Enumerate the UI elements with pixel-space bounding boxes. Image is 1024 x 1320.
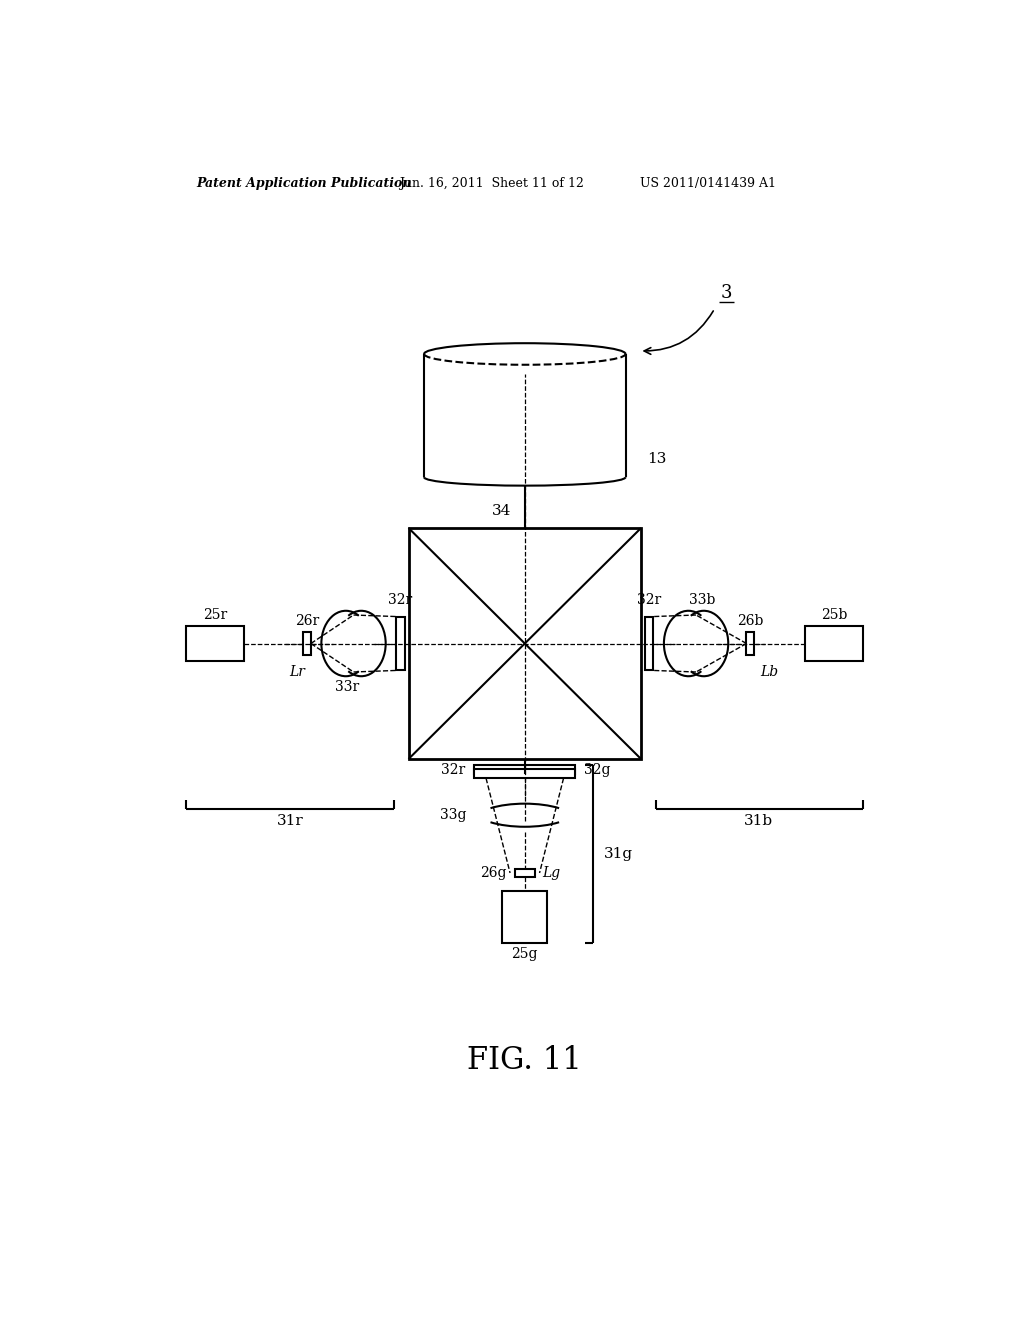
Text: 32r: 32r — [388, 593, 412, 607]
Bar — [645, 616, 653, 671]
Text: 31g: 31g — [604, 847, 633, 862]
Bar — [186, 626, 245, 661]
Text: 26b: 26b — [737, 614, 764, 628]
Text: 32r: 32r — [637, 593, 660, 607]
Bar — [396, 616, 404, 671]
Bar — [474, 770, 575, 779]
Text: 33g: 33g — [440, 808, 467, 822]
Text: FIG. 11: FIG. 11 — [467, 1045, 583, 1076]
Text: 33r: 33r — [335, 680, 359, 694]
Text: 3: 3 — [721, 284, 732, 302]
Bar — [303, 632, 311, 655]
Text: 26r: 26r — [295, 614, 319, 628]
Bar — [746, 632, 755, 655]
Text: 25g: 25g — [512, 946, 538, 961]
Text: Lg: Lg — [543, 866, 561, 880]
Text: 26g: 26g — [480, 866, 507, 880]
Text: 13: 13 — [647, 451, 667, 466]
Text: Lb: Lb — [761, 665, 778, 678]
Bar — [409, 528, 641, 759]
Text: 34: 34 — [492, 504, 511, 517]
Bar — [503, 891, 547, 942]
Text: 32g: 32g — [585, 763, 611, 776]
Text: Patent Application Publication: Patent Application Publication — [197, 177, 412, 190]
Text: 32r: 32r — [441, 763, 465, 776]
Bar — [474, 766, 575, 775]
Text: 31r: 31r — [278, 814, 304, 829]
Text: 31b: 31b — [743, 814, 773, 829]
Bar — [515, 869, 535, 876]
Text: Jun. 16, 2011  Sheet 11 of 12: Jun. 16, 2011 Sheet 11 of 12 — [399, 177, 584, 190]
Text: 25r: 25r — [203, 609, 227, 622]
Bar — [805, 626, 863, 661]
Text: Lr: Lr — [289, 665, 305, 678]
Text: 25b: 25b — [821, 609, 847, 622]
Text: US 2011/0141439 A1: US 2011/0141439 A1 — [640, 177, 775, 190]
Text: 33b: 33b — [689, 593, 716, 607]
